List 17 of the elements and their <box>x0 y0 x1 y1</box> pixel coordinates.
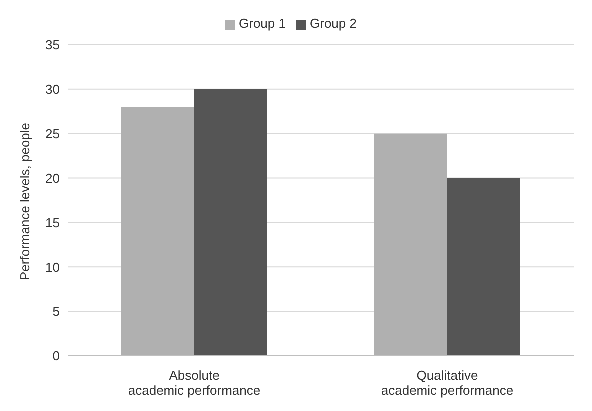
bar <box>121 107 194 356</box>
bar <box>374 134 448 356</box>
legend-label: Group 1 <box>239 16 286 31</box>
y-tick-label: 25 <box>46 126 60 142</box>
y-tick-label: 35 <box>46 38 60 53</box>
y-tick-label: 20 <box>46 170 60 186</box>
y-tick-label: 10 <box>46 260 60 275</box>
x-tick-label: Qualitative academic performance <box>381 368 514 398</box>
legend-label: Group 2 <box>310 16 357 31</box>
y-tick-label: 15 <box>46 215 60 230</box>
y-tick-label: 5 <box>52 304 60 320</box>
y-tick-label: 30 <box>46 82 60 98</box>
y-axis-title: Performance levels, people <box>18 122 33 280</box>
y-tick-label: 0 <box>52 348 60 364</box>
bar <box>447 178 520 356</box>
x-tick-label: Absolute academic performance <box>128 368 261 398</box>
bar <box>194 89 268 356</box>
